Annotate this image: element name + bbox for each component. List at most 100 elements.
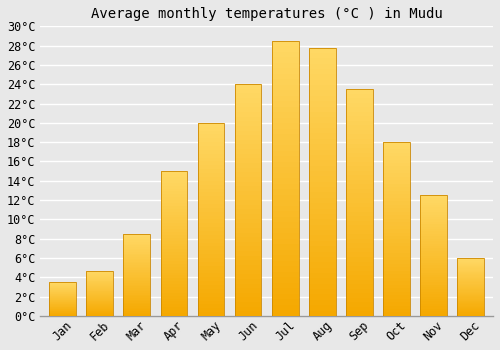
Bar [49,285,76,286]
Bar [124,242,150,244]
Bar [383,160,410,163]
Bar [309,203,336,209]
Bar [346,216,373,220]
Bar [160,244,188,246]
Bar [198,254,224,258]
Bar [49,291,76,292]
Bar [235,177,262,182]
Bar [124,240,150,242]
Bar [458,274,484,275]
Bar [160,246,188,249]
Bar [198,308,224,312]
Bar [160,177,188,180]
Bar [235,246,262,251]
Bar [420,248,447,251]
Bar [86,307,113,308]
Bar [309,166,336,171]
Bar [124,304,150,306]
Bar [86,295,113,296]
Bar [346,225,373,230]
Bar [198,273,224,277]
Bar [458,268,484,270]
Bar [383,243,410,246]
Bar [309,176,336,182]
Bar [235,131,262,135]
Bar [235,279,262,284]
Bar [309,101,336,107]
Bar [86,289,113,290]
Bar [383,299,410,302]
Bar [235,265,262,270]
Bar [272,63,298,68]
Bar [346,243,373,248]
Bar [272,184,298,189]
Bar [272,46,298,52]
Bar [49,311,76,312]
Bar [458,284,484,285]
Bar [346,98,373,103]
Bar [272,118,298,123]
Bar [383,219,410,222]
Bar [346,257,373,261]
Bar [86,315,113,316]
Bar [198,196,224,200]
Bar [160,275,188,278]
Bar [124,234,150,236]
Bar [309,246,336,252]
Bar [160,249,188,252]
Bar [235,117,262,121]
Bar [86,283,113,284]
Bar [309,96,336,101]
Bar [272,300,298,305]
Bar [124,278,150,280]
Bar [235,307,262,312]
Bar [49,299,76,300]
Bar [458,276,484,278]
Bar [346,248,373,252]
Bar [458,303,484,304]
Bar [272,228,298,233]
Bar [198,173,224,177]
Bar [383,156,410,160]
Bar [458,278,484,279]
Bar [49,303,76,304]
Bar [458,275,484,276]
Bar [420,314,447,316]
Bar [49,306,76,307]
Bar [235,270,262,274]
Bar [458,288,484,289]
Bar [86,296,113,297]
Bar [383,285,410,288]
Bar [198,297,224,301]
Bar [86,303,113,304]
Bar [309,69,336,74]
Bar [346,139,373,144]
Bar [160,310,188,313]
Bar [346,207,373,212]
Bar [198,223,224,227]
Bar [420,297,447,299]
Bar [458,304,484,306]
Bar [198,262,224,266]
Bar [124,291,150,293]
Bar [198,154,224,158]
Bar [49,315,76,316]
Bar [346,116,373,121]
Bar [458,260,484,261]
Bar [309,123,336,128]
Bar [420,309,447,311]
Bar [124,283,150,285]
Bar [49,314,76,315]
Bar [420,282,447,285]
Bar [346,234,373,239]
Bar [124,275,150,276]
Bar [346,162,373,166]
Bar [420,292,447,294]
Bar [272,112,298,118]
Bar [309,80,336,85]
Bar [160,304,188,307]
Bar [49,296,76,297]
Bar [309,128,336,133]
Bar [346,144,373,148]
Bar [86,297,113,298]
